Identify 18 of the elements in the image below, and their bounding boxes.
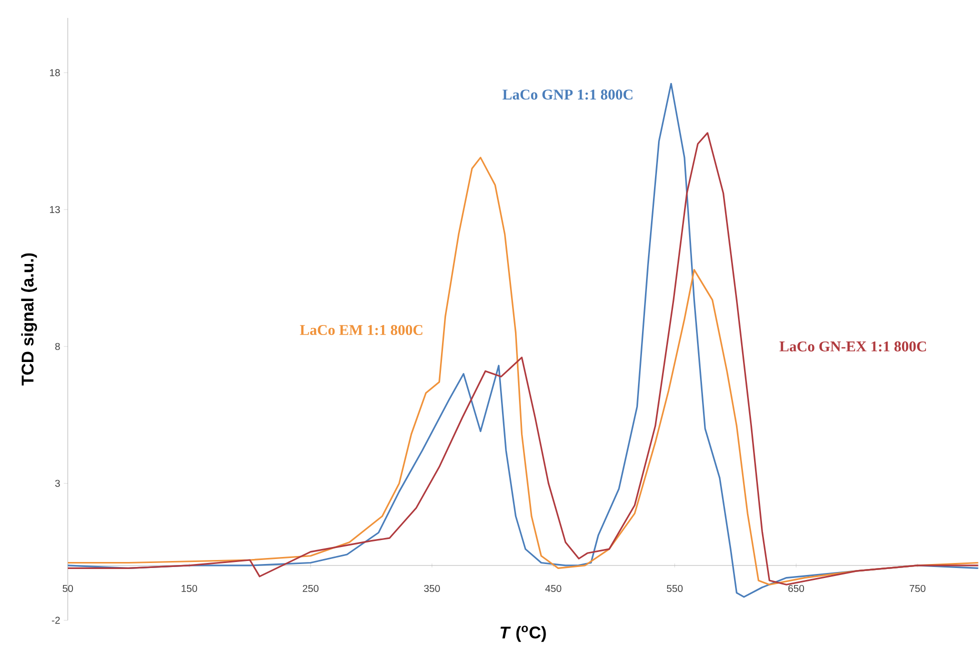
y-tick-label: 3 xyxy=(55,480,60,487)
x-tick-label: 350 xyxy=(424,584,440,592)
y-tick-label: -2 xyxy=(52,616,60,624)
y-tick-label: 18 xyxy=(50,69,60,76)
x-tick-label: 50 xyxy=(62,584,73,592)
x-tick-label: 150 xyxy=(182,584,198,592)
x-tick-label: 750 xyxy=(910,584,926,592)
y-axis-title: TCD signal (a.u.) xyxy=(21,253,37,386)
y-tick-label: 13 xyxy=(50,206,60,214)
x-axis-title: T ($^{o}$C) xyxy=(500,626,546,642)
x-tick-label: 550 xyxy=(666,584,683,592)
text: LaCo GN-EX 1:1 800C xyxy=(780,341,926,352)
series-label: LaCo EM 1:1 800C xyxy=(300,324,422,336)
y-tick-label: 8 xyxy=(55,342,60,350)
x-tick-label: 450 xyxy=(545,584,562,592)
x-tick-label: 250 xyxy=(302,584,318,592)
text: LaCo GNP 1:1 800C xyxy=(502,89,632,100)
x-tick-label: 650 xyxy=(788,584,804,592)
